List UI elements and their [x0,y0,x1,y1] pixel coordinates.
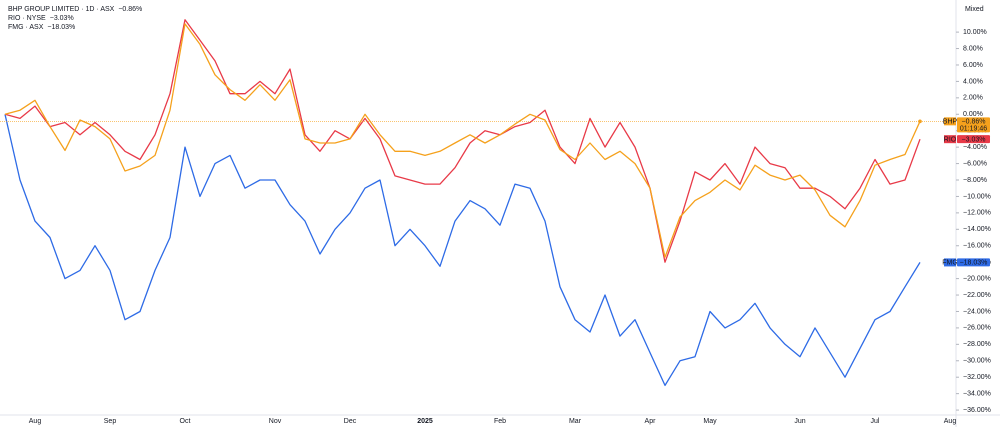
x-tick-label: May [703,418,717,425]
symbol-badge [944,258,956,267]
value-badge-label: −18.03% [960,260,988,267]
legend-name: RIO · NYSE [8,15,46,22]
y-tick-label: −12.00% [963,210,991,217]
x-tick-label: Feb [494,418,506,425]
y-tick-label: −20.00% [963,275,991,282]
value-badge-label: −3.03% [962,136,986,143]
countdown-label: 01:19:46 [960,125,987,132]
series-line [4,114,921,387]
legend-change: −0.86% [118,6,142,13]
x-tick-label: Mar [569,418,582,425]
x-tick-label: Oct [180,418,191,425]
y-tick-label: 6.00% [963,62,983,69]
value-badge [957,258,990,267]
x-tick-label: Sep [104,418,117,425]
y-tick-label: −24.00% [963,308,991,315]
x-tick-label: Nov [269,418,282,425]
x-tick-label: Aug [29,418,42,425]
value-badge [957,117,990,133]
y-tick-label: −32.00% [963,374,991,381]
x-tick-label: Jun [794,418,805,425]
symbol-badge-label: RIO [944,136,957,143]
series-line [4,23,921,258]
y-tick-label: −10.00% [963,193,991,200]
series-line [4,19,921,263]
last-point [918,119,922,124]
x-tick-label: Jul [871,418,880,425]
y-tick-label: −34.00% [963,390,991,397]
legend-change: −3.03% [50,15,74,22]
y-tick-label: −6.00% [963,160,987,167]
y-tick-label: 4.00% [963,78,983,85]
x-tick-label: Dec [344,418,357,425]
legend-name: FMG · ASX [8,24,44,31]
legend-name: BHP GROUP LIMITED · 1D · ASX [8,6,115,13]
y-tick-label: 2.00% [963,95,983,102]
x-tick-label: Aug [944,418,957,425]
scale-label: Mixed [965,6,984,13]
y-tick-label: −28.00% [963,341,991,348]
y-tick-label: −36.00% [963,407,991,414]
value-badge-label: −0.86% [962,118,986,125]
y-tick-label: 0.00% [963,111,983,118]
x-tick-label: Apr [645,418,657,425]
symbol-badge [944,135,956,144]
y-tick-label: −14.00% [963,226,991,233]
y-tick-label: −16.00% [963,243,991,250]
legend-change: −18.03% [47,24,75,31]
y-tick-label: −30.00% [963,358,991,365]
value-badge [957,135,990,144]
x-tick-label: 2025 [417,418,433,425]
y-tick-label: −26.00% [963,325,991,332]
symbol-badge-label: BHP [943,118,958,125]
y-tick-label: −22.00% [963,292,991,299]
symbol-badge-label: FMG [942,260,958,267]
y-tick-label: −4.00% [963,144,987,151]
y-tick-label: 8.00% [963,45,983,52]
y-tick-label: −8.00% [963,177,987,184]
y-tick-label: 10.00% [963,29,987,36]
symbol-badge [944,117,956,126]
